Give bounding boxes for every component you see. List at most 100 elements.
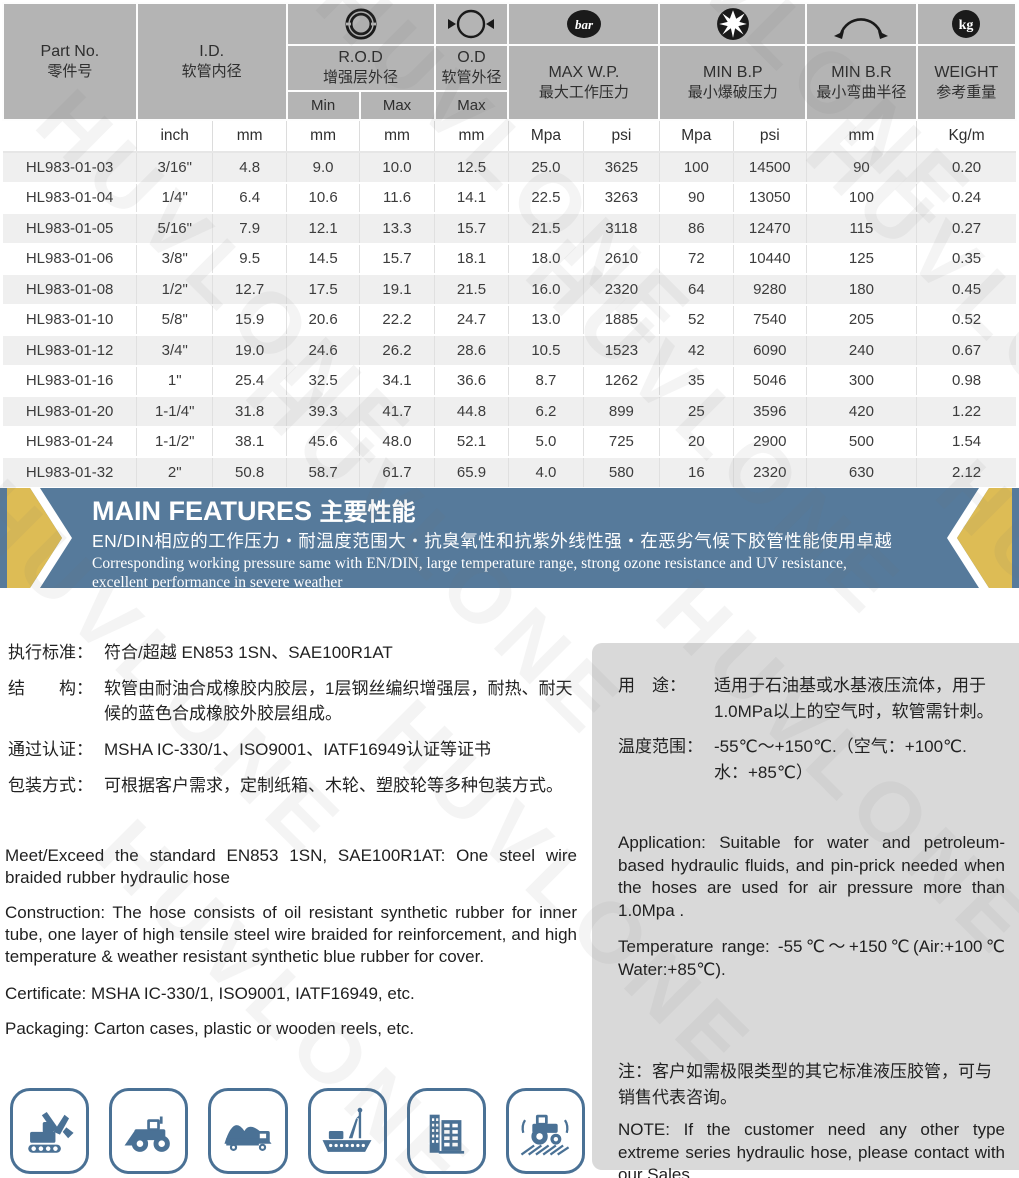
dump-truck-icon xyxy=(224,1125,272,1151)
rod-max-label: Max xyxy=(358,90,436,121)
table-row: HL983-01-16 1" 25.4 32.5 34.1 36.6 8.7 1262 35 50… xyxy=(3,365,1016,396)
value-cell: 0.52 xyxy=(951,311,982,329)
kg-icon-cell: kg xyxy=(915,2,1018,46)
part-no-label-en: Part No. xyxy=(40,42,100,60)
value-cell: 3263 xyxy=(583,182,660,213)
panel-zh-item: 温度范围： -55℃～+150℃.（空气：+100℃. 水：+85℃） xyxy=(618,734,1005,786)
spec-label: 执行标准： xyxy=(8,643,93,662)
panel-note-en: NOTE: If the customer need any other typ… xyxy=(618,1120,1005,1178)
value-cell: 3118 xyxy=(583,213,660,244)
part-no-cell: HL983-01-24 xyxy=(3,426,138,457)
part-no-cell: HL983-01-32 xyxy=(3,457,138,488)
pressure-bar-icon: bar xyxy=(566,10,601,38)
id-label-en: I.D. xyxy=(199,42,225,60)
value-cell: 61.7 xyxy=(359,457,435,488)
part-no-cell: HL983-01-20 xyxy=(3,396,138,427)
panel-application-en: Application: Suitable for water and petr… xyxy=(618,833,1005,920)
value-cell: 1.54 xyxy=(951,433,982,451)
value-cell: 1/4" xyxy=(136,182,214,213)
value-cell: 2.12 xyxy=(951,463,982,481)
value-cell: 0.98 xyxy=(951,372,982,390)
wheel-loader-icon-box xyxy=(109,1088,189,1174)
table-row: HL983-01-05 5/16" 7.9 12.1 13.3 15.7 21.5 3118 8… xyxy=(3,213,1016,244)
spec-paragraph-en: Meet/Exceed the standard EN853 1SN, SAE1… xyxy=(5,846,577,887)
hose-spec-table: Part No. 零件号 I.D. 软管内径 xyxy=(2,2,1018,489)
value-cell: 0.67 xyxy=(951,341,982,359)
value-cell: 14.5 xyxy=(286,243,361,274)
value-cell: 36.6 xyxy=(434,365,509,396)
spec-text: 可根据客户需求，定制纸箱、木轮、塑胶轮等多种包装方式。 xyxy=(104,776,563,795)
col-od: O.D 软管外径 xyxy=(433,44,510,92)
value-cell: 100 xyxy=(659,152,734,183)
value-cell: 17.5 xyxy=(286,274,361,305)
unit-cell: mm xyxy=(286,119,361,153)
unit-cell: inch xyxy=(136,119,214,153)
banner-chevron-right-icon xyxy=(947,488,1012,588)
rod-min-label: Min xyxy=(285,90,361,121)
value-cell: 9.0 xyxy=(286,152,361,183)
bend-radius-icon xyxy=(834,18,889,39)
value-cell: 18.1 xyxy=(434,243,509,274)
svg-text:bar: bar xyxy=(575,17,594,32)
value-cell: 2320 xyxy=(733,457,807,488)
value-cell: 3625 xyxy=(583,152,660,183)
value-cell: 15.7 xyxy=(434,213,509,244)
value-cell: 50.8 xyxy=(212,457,288,488)
spec-item: 结 构： 软管由耐油合成橡胶内胶层，1层钢丝编织增强层，耐热、耐天候的蓝色合成橡胶… xyxy=(8,676,583,726)
value-cell: 1885 xyxy=(583,304,660,335)
panel-zh-label: 用 途： xyxy=(618,676,686,695)
value-cell: 21.5 xyxy=(434,274,509,305)
bar-icon-cell: bar xyxy=(507,2,661,46)
part-no-cell: HL983-01-04 xyxy=(3,182,138,213)
value-cell: 19.1 xyxy=(359,274,435,305)
part-no-cell: HL983-01-12 xyxy=(3,335,138,366)
spec-item: 通过认证： MSHA IC-330/1、ISO9001、IATF16949认证等证… xyxy=(8,737,583,762)
value-cell: 35 xyxy=(659,365,734,396)
spec-label: 通过认证： xyxy=(8,740,93,759)
value-cell: 6.2 xyxy=(508,396,584,427)
value-cell: 90 xyxy=(806,152,918,183)
value-cell: 0.27 xyxy=(951,219,982,237)
value-cell: 19.0 xyxy=(212,335,288,366)
od-label-en: O.D xyxy=(457,49,486,66)
value-cell: 3/8" xyxy=(136,243,214,274)
value-cell: 86 xyxy=(659,213,734,244)
value-cell: 10440 xyxy=(733,243,807,274)
value-cell: 10.6 xyxy=(286,182,361,213)
spec-paragraph-en: Packaging: Carton cases, plastic or wood… xyxy=(5,1019,415,1038)
value-cell: 0.45 xyxy=(951,280,982,298)
unit-cell: mm xyxy=(434,119,509,153)
table-row: HL983-01-24 1-1/2" 38.1 45.6 48.0 52.1 5.0 725 2… xyxy=(3,426,1016,457)
value-cell: 580 xyxy=(583,457,660,488)
specs-zh-section: 执行标准： 符合/超越 EN853 1SN、SAE100R1AT 结 构： 软管由耐油… xyxy=(8,640,583,809)
spec-label: 包装方式： xyxy=(8,776,93,795)
value-cell: 64 xyxy=(659,274,734,305)
banner-title-en: MAIN FEATURES xyxy=(92,496,312,526)
value-cell: 7.9 xyxy=(212,213,288,244)
spec-item: 包装方式： 可根据客户需求，定制纸箱、木轮、塑胶轮等多种包装方式。 xyxy=(8,773,583,798)
col-max-wp: MAX W.P. 最大工作压力 xyxy=(507,44,661,121)
value-cell: 34.1 xyxy=(359,365,435,396)
value-cell: 41.7 xyxy=(359,396,435,427)
col-weight: WEIGHT 参考重量 xyxy=(915,44,1018,121)
col-part-no: Part No. 零件号 xyxy=(2,2,138,121)
banner-chevron-left-icon xyxy=(7,488,72,588)
value-cell: 1523 xyxy=(583,335,660,366)
info-panel: 用 途： 适用于石油基或水基液压流体，用于 1.0MPa以上的空气时，软管需针刺。… xyxy=(592,643,1019,1178)
svg-text:kg: kg xyxy=(959,18,974,33)
unit-cell: Kg/m xyxy=(916,119,1016,153)
value-cell: 5046 xyxy=(733,365,807,396)
panel-temperature-en: Temperature range: -55℃～+150℃(Air:+100℃ … xyxy=(618,937,1005,979)
tractor-icon-box xyxy=(505,1088,586,1174)
outer-diameter-icon xyxy=(448,9,495,39)
table-body: HL983-01-03 3/16" 4.8 9.0 10.0 12.5 25.0 3625 10… xyxy=(3,152,1016,488)
bend-icon-cell xyxy=(805,2,918,46)
value-cell: 12.7 xyxy=(212,274,288,305)
value-cell: 31.8 xyxy=(212,396,288,427)
value-cell: 14500 xyxy=(733,152,807,183)
spec-item: 执行标准： 符合/超越 EN853 1SN、SAE100R1AT xyxy=(8,640,583,665)
value-cell: 38.1 xyxy=(212,426,288,457)
unit-cell: Mpa xyxy=(508,119,584,153)
units-row: inch mm mm mm mm Mpa psi Mpa psi mm Kg/m xyxy=(3,119,1016,153)
cargo-ship-icon xyxy=(322,1107,372,1152)
